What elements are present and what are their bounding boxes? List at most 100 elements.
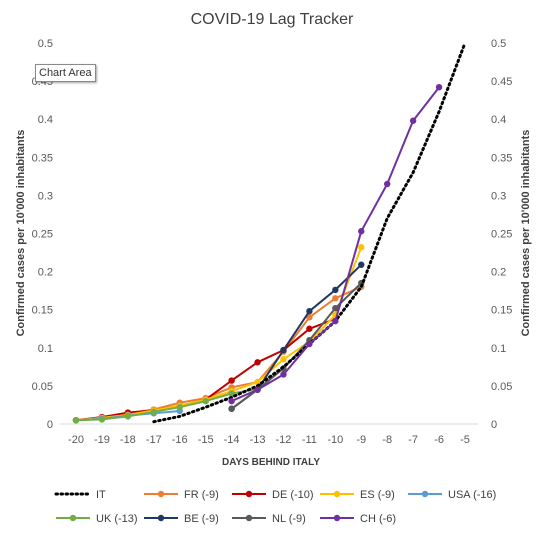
- y-tick-label-right: 0.1: [491, 343, 506, 355]
- data-point: [254, 359, 261, 366]
- y-tick-label-right: 0.15: [491, 305, 512, 317]
- data-point: [202, 397, 209, 405]
- y-tick-label-left: 0.15: [32, 305, 53, 317]
- legend-label: IT: [96, 489, 106, 501]
- y-tick-label-right: 0.05: [491, 381, 512, 393]
- y-tick-label-left: 0.25: [32, 229, 53, 241]
- y-tick-label-left: 0.2: [38, 267, 53, 279]
- series-layer: [72, 41, 467, 424]
- x-tick-label: -8: [382, 434, 392, 446]
- legend-marker: [69, 514, 77, 522]
- series-line: [75, 246, 363, 422]
- x-axis-label: DAYS BEHIND ITALY: [222, 457, 320, 468]
- legend-item-ch: CH (-6): [320, 513, 396, 525]
- y-axis-label-right: Confirmed cases per 10'000 inhabitants: [520, 130, 532, 337]
- data-point: [306, 325, 313, 332]
- legend-item-uk: UK (-13): [56, 513, 138, 525]
- chart-area-tooltip: Chart Area: [35, 64, 96, 82]
- x-tick-label: -13: [250, 434, 266, 446]
- x-tick-label: -6: [434, 434, 444, 446]
- legend-item-de: DE (-10): [232, 489, 314, 501]
- data-point: [124, 413, 132, 420]
- data-point: [358, 244, 365, 251]
- data-point: [280, 371, 287, 378]
- y-tick-label-right: 0.35: [491, 152, 512, 164]
- y-tick-label-left: 0.05: [32, 381, 53, 393]
- legend-label: USA (-16): [448, 489, 496, 501]
- y-tick-label-left: 0.1: [38, 343, 53, 355]
- data-point: [280, 356, 287, 363]
- legend-label: UK (-13): [96, 513, 138, 525]
- y-tick-label-right: 0.45: [491, 76, 512, 88]
- series-uk: [72, 385, 261, 424]
- data-point: [228, 377, 235, 384]
- data-point: [72, 416, 80, 424]
- legend-label: BE (-9): [184, 513, 219, 525]
- data-point: [384, 180, 391, 188]
- y-tick-label-right: 0: [491, 419, 497, 431]
- series-line: [75, 285, 362, 422]
- y-axis-left: 00.050.10.150.20.250.30.350.40.450.5: [32, 38, 53, 431]
- data-point: [306, 340, 313, 348]
- data-point: [435, 83, 443, 91]
- series-line: [152, 41, 467, 424]
- data-point: [280, 346, 287, 354]
- legend-marker: [333, 490, 341, 498]
- x-tick-label: -18: [120, 434, 136, 446]
- data-point: [332, 317, 339, 325]
- x-tick-label: -14: [224, 434, 240, 446]
- y-tick-label-left: 0.3: [38, 190, 53, 202]
- legend-marker: [157, 514, 165, 522]
- legend-marker: [157, 490, 165, 498]
- x-tick-label: -17: [146, 434, 162, 446]
- x-tick-label: -11: [302, 434, 317, 446]
- series-line: [231, 263, 362, 410]
- y-tick-label-left: 0.5: [38, 38, 53, 50]
- x-tick-label: -9: [356, 434, 366, 446]
- legend-label: ES (-9): [360, 489, 395, 501]
- y-tick-label-right: 0.3: [491, 190, 506, 202]
- x-tick-label: -5: [460, 434, 470, 446]
- legend-marker: [333, 514, 341, 522]
- legend-item-usa: USA (-16): [408, 489, 496, 501]
- legend-label: DE (-10): [272, 489, 314, 501]
- legend-marker: [245, 490, 253, 498]
- data-point: [176, 404, 183, 411]
- legend-label: CH (-6): [360, 513, 396, 525]
- series-it: [152, 41, 467, 424]
- y-tick-label-right: 0.5: [491, 38, 506, 50]
- legend-item-fr: FR (-9): [144, 489, 219, 501]
- legend-label: NL (-9): [272, 513, 306, 525]
- data-point: [306, 308, 313, 315]
- data-point: [228, 390, 235, 397]
- legend-item-it: IT: [54, 489, 106, 501]
- data-point: [332, 295, 339, 302]
- y-tick-label-left: 0.35: [32, 152, 53, 164]
- x-tick-label: -16: [172, 434, 188, 446]
- legend-marker: [245, 514, 253, 522]
- x-axis: -20 -19 -18 -17 -16 -15 -14 -13 -12 -11 -10 -9 -8 -7 -…: [68, 434, 470, 446]
- data-point: [98, 416, 106, 423]
- x-tick-label: -12: [276, 434, 292, 446]
- legend-item-be: BE (-9): [144, 513, 219, 525]
- series-line: [231, 86, 440, 403]
- x-tick-label: -15: [198, 434, 214, 446]
- legend-item-es: ES (-9): [320, 489, 395, 501]
- data-point: [358, 261, 365, 268]
- series-ch: [228, 83, 443, 405]
- x-tick-label: -7: [408, 434, 418, 446]
- y-axis-label-left: Confirmed cases per 10'000 inhabitants: [15, 130, 27, 337]
- y-tick-label-right: 0.25: [491, 229, 512, 241]
- data-point: [306, 314, 313, 321]
- chart-title: COVID-19 Lag Tracker: [191, 11, 354, 28]
- data-point: [254, 386, 261, 393]
- data-point: [332, 304, 339, 312]
- x-tick-label: -20: [68, 434, 84, 446]
- x-tick-label: -19: [94, 434, 110, 446]
- series-nl: [228, 279, 365, 412]
- data-point: [332, 286, 339, 294]
- legend-label: FR (-9): [184, 489, 219, 501]
- y-tick-label-left: 0.4: [38, 114, 53, 126]
- legend: IT FR (-9) DE (-10) ES (-9) USA (-16) UK (-13…: [54, 489, 496, 525]
